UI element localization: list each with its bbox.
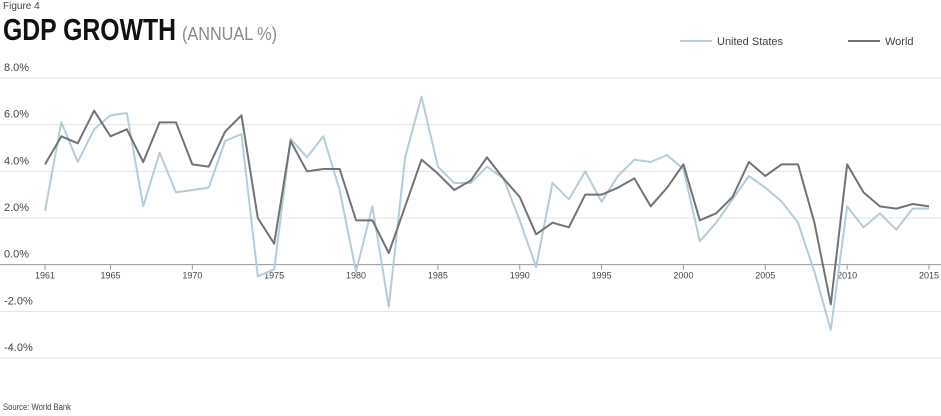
x-tick-label: 1970: [182, 271, 202, 281]
x-tick-label: 1985: [428, 271, 448, 281]
y-tick-label: 8.0%: [4, 62, 29, 74]
y-tick-label: -2.0%: [4, 295, 33, 307]
y-tick-label: 0.0%: [4, 249, 29, 261]
series-line: [44, 95, 929, 331]
x-tick-label: 1961: [35, 271, 55, 281]
y-tick-label: 4.0%: [4, 155, 29, 167]
x-tick-label: 2000: [673, 271, 693, 281]
y-tick-label: 2.0%: [4, 202, 29, 214]
series-line: [44, 109, 930, 306]
x-tick-label: 2010: [837, 271, 857, 281]
chart-subtitle: (ANNUAL %): [182, 24, 277, 44]
legend-label: World: [885, 36, 914, 48]
legend-label: United States: [717, 36, 784, 48]
x-tick-label: 2015: [919, 271, 939, 281]
x-tick-label: 1980: [346, 271, 366, 281]
y-tick-label: 6.0%: [4, 109, 29, 121]
x-tick-label: 1995: [592, 271, 612, 281]
x-tick-label: 1975: [264, 271, 284, 281]
source: Source: World Bank: [3, 402, 71, 412]
chart-title: GDP GROWTH: [3, 12, 176, 47]
x-tick-label: 1965: [100, 271, 120, 281]
x-tick-label: 2005: [755, 271, 775, 281]
figure-label: Figure 4: [3, 1, 40, 12]
x-tick-label: 1990: [510, 271, 530, 281]
y-tick-label: -4.0%: [4, 342, 33, 354]
